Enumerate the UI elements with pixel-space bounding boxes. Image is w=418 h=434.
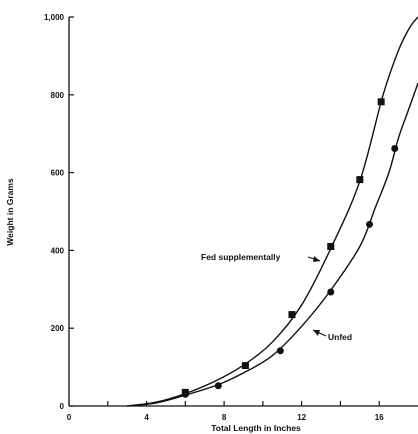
- y-tick-label: 400: [51, 246, 65, 255]
- x-tick-label: 8: [222, 413, 227, 422]
- markers: [181, 98, 399, 398]
- annotations: Fed supplementally Unfed: [201, 252, 352, 342]
- x-tick-label: 16: [375, 413, 384, 422]
- y-tick-label: 200: [51, 324, 65, 333]
- x-tick-label: 4: [144, 413, 149, 422]
- data-point-unfed: [181, 390, 189, 398]
- annotation-unfed-label: Unfed: [328, 332, 352, 342]
- y-tick-label: 800: [51, 91, 65, 100]
- y-tick-label: 1,000: [44, 13, 65, 22]
- x-axis-title: Total Length in Inches: [211, 423, 301, 433]
- data-point-fed-supplementally: [327, 243, 335, 251]
- x-tick-label: 12: [297, 413, 306, 422]
- data-point-fed-supplementally: [377, 98, 385, 106]
- annotation-unfed-arrow: [312, 329, 327, 337]
- y-ticks: 0 200 400 600 800 1,000: [44, 13, 74, 411]
- x-tick-label: 0: [67, 413, 72, 422]
- axes: [68, 17, 418, 407]
- data-point-fed-supplementally: [288, 311, 296, 319]
- y-axis-title: Weight in Grams: [5, 178, 15, 246]
- curves: [127, 16, 418, 407]
- data-point-unfed: [214, 382, 222, 390]
- annotation-fed-arrow: [307, 256, 321, 262]
- data-point-unfed: [366, 220, 374, 228]
- annotation-fed-label: Fed supplementally: [201, 252, 281, 262]
- series-line-unfed: [127, 82, 418, 407]
- data-point-fed-supplementally: [356, 176, 364, 184]
- y-tick-label: 600: [51, 169, 65, 178]
- data-point-unfed: [391, 144, 399, 152]
- data-point-fed-supplementally: [241, 362, 249, 370]
- data-point-unfed: [276, 347, 284, 355]
- y-tick-label: 0: [60, 402, 65, 411]
- x-ticks: 0 4 8 12 16: [67, 401, 384, 422]
- data-point-unfed: [327, 288, 335, 296]
